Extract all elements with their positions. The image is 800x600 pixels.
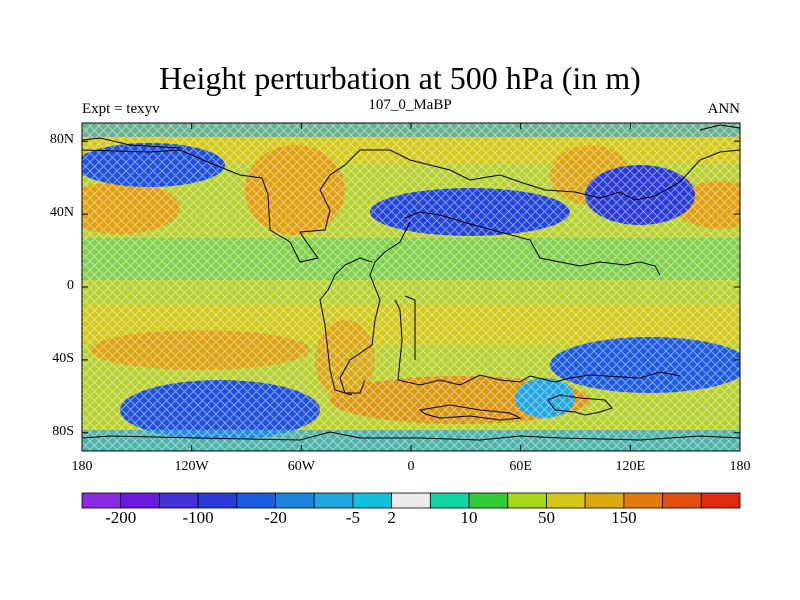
colorbar-label: 10 (460, 508, 478, 527)
colorbar-label: -20 (264, 508, 287, 527)
latitude-label: 40N (49, 205, 74, 221)
colorbar-box (120, 492, 160, 509)
longitude-label: 180 (729, 459, 751, 474)
longitude-label: 120W (174, 459, 209, 474)
colorbar-box (429, 492, 470, 509)
case-label: 107_0_MaBP (368, 97, 452, 113)
longitude-label: 60E (509, 459, 532, 474)
longitude-label: 120E (615, 459, 646, 474)
latitude-label: 80S (52, 423, 74, 439)
colorbar-box (313, 492, 354, 509)
continent-outlines (82, 124, 740, 441)
colorbar-box (468, 492, 509, 509)
map-field (82, 123, 740, 451)
colorbar-box (391, 492, 431, 509)
colorbar-label: 50 (537, 508, 555, 527)
longitude-label: 180 (71, 459, 93, 474)
colorbar-box (159, 492, 199, 509)
colorbar-box (275, 492, 315, 509)
colorbar-box (662, 492, 702, 509)
colorbar-label: 150 (611, 508, 637, 527)
season-label: ANN (707, 101, 741, 117)
plot-title: Height perturbation at 500 hPa (in m) (159, 60, 641, 96)
experiment-label: Expt = texyv (82, 101, 160, 117)
latitude-label: 40S (52, 350, 74, 366)
colorbar-box (81, 492, 122, 509)
longitude-label: 60W (287, 459, 315, 474)
colorbar-box (623, 492, 663, 509)
colorbar-label: 2 (387, 508, 396, 527)
colorbar-box (352, 492, 393, 509)
colorbar-box (700, 492, 741, 509)
axis-ticks (81, 123, 741, 451)
colorbar-label: -5 (345, 508, 361, 527)
colorbar-box (584, 492, 625, 509)
colorbar-box (197, 492, 238, 509)
colorbar-label: -100 (182, 508, 214, 527)
latitude-label: 0 (67, 278, 74, 293)
colorbar-box (236, 492, 276, 509)
latitude-label: 80N (49, 132, 74, 148)
colorbar-label: -200 (105, 508, 137, 527)
longitude-label: 0 (407, 459, 415, 474)
colorbar-box (507, 492, 547, 509)
colorbar-box (546, 492, 586, 509)
